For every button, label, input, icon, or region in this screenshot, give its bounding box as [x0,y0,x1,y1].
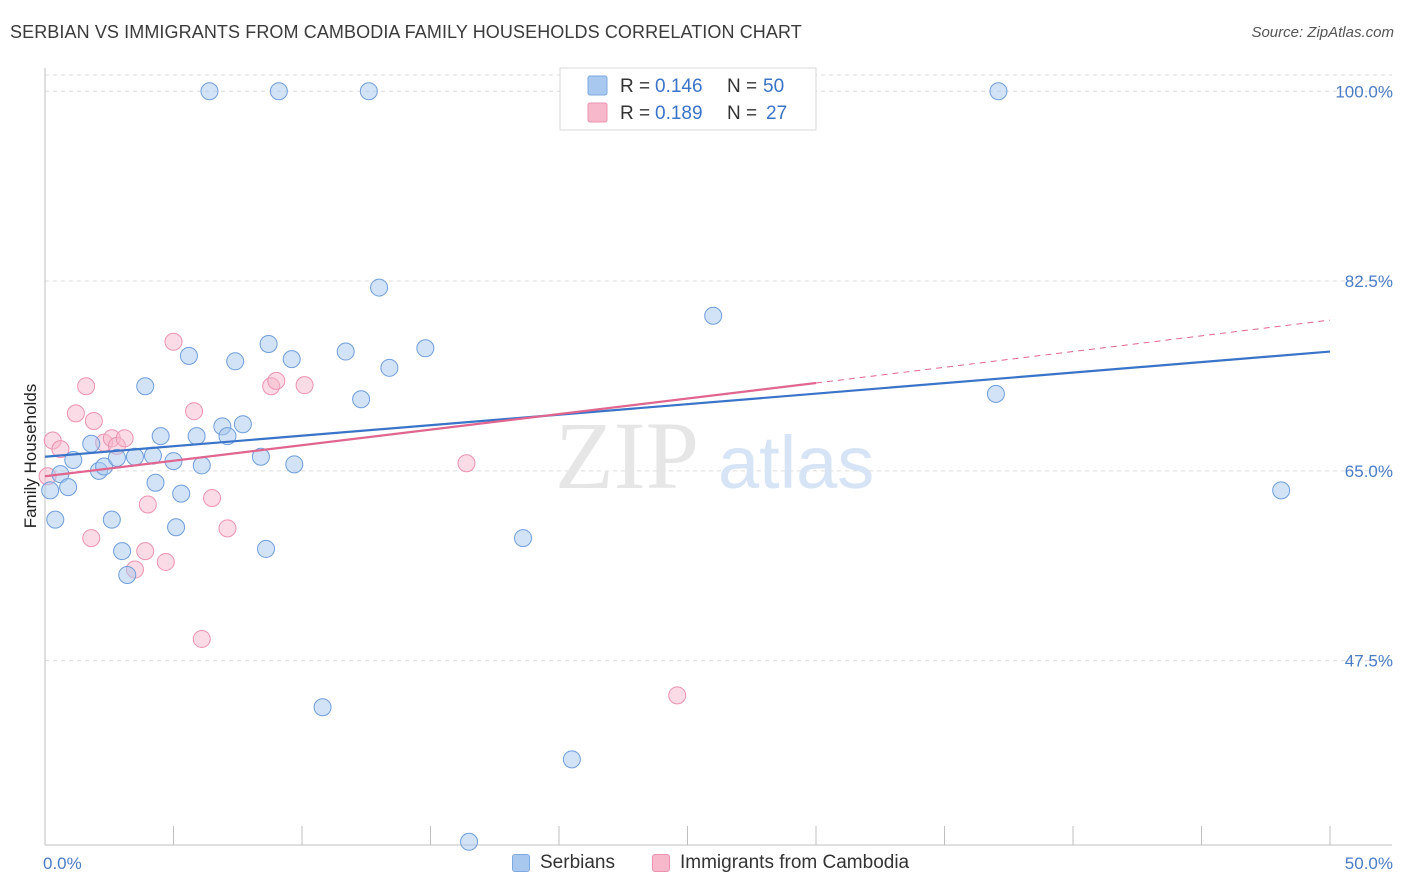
serbian-point [82,434,101,453]
serbian-point [259,334,278,353]
legend-n-value-1: 50 [763,76,784,97]
serbian-point [95,457,114,476]
chart-title: SERBIAN VS IMMIGRANTS FROM CAMBODIA FAMI… [10,22,802,42]
y-tick-labels: 47.5% 65.0% 82.5% 100.0% [1335,82,1393,670]
cambodia-point [77,377,96,396]
legend-item-cambodia: Immigrants from Cambodia [652,852,909,874]
legend-n-label-1: N = [727,76,757,97]
serbian-point [269,82,288,101]
serbian-point [226,352,245,371]
legend-label-cambodia: Immigrants from Cambodia [680,852,910,873]
legend-swatch-cambodia [587,102,608,123]
cambodia-point [138,495,157,514]
serbian-point [151,427,170,446]
cambodia-point [136,542,155,561]
cambodia-point [66,404,85,423]
cambodia-point [295,376,314,395]
watermark-zip: ZIP [555,402,699,509]
legend-label-serbians: Serbians [540,852,615,873]
y-tick-label: 82.5% [1345,272,1393,291]
cambodia-trend-extension [815,319,1331,384]
serbian-point [187,427,206,446]
gridlines [45,74,1392,662]
serbian-point [233,415,252,434]
serbian-point [336,342,355,361]
legend-item-serbians: Serbians [512,852,615,874]
cambodia-point [192,629,211,648]
serbian-point [257,539,276,558]
serbian-point [172,484,191,503]
serbians-trend-line [44,350,1331,458]
serbian-point [179,346,198,365]
cambodia-point [51,440,70,459]
serbian-point [146,473,165,492]
watermark-atlas: atlas [718,421,874,504]
serbian-point [136,377,155,396]
y-tick-label: 65.0% [1345,462,1393,481]
cambodia-point [457,454,476,473]
serbian-point [359,82,378,101]
serbian-point [989,82,1008,101]
serbian-point [380,358,399,377]
serbian-point [1272,481,1291,500]
serbian-point [118,565,137,584]
serbian-point [352,390,371,409]
x-tick-label: 0.0% [43,854,82,873]
cambodia-point [156,552,175,571]
serbian-point [313,698,332,717]
serbian-point [192,456,211,475]
serbian-point [282,350,301,369]
legend-swatch-cambodia-bottom [652,854,670,872]
serbian-point [986,384,1005,403]
cambodia-point [115,429,134,448]
y-axis-label: Family Households [21,384,40,529]
legend-r-label-2: R = [620,103,650,124]
serbian-point [102,510,121,529]
serbian-point [562,750,581,769]
cambodia-point [164,332,183,351]
legend-n-label-2: N = [727,103,757,124]
cambodia-trend-line [44,381,817,478]
serbian-point [59,478,78,497]
serbians-points [41,82,1291,851]
serbian-point [41,481,60,500]
serbian-point [107,448,126,467]
serbian-point [460,832,479,851]
legend-r-value-2: 0.189 [655,103,703,124]
serbian-point [167,518,186,537]
legend-r-label-1: R = [620,76,650,97]
serbian-point [251,447,270,466]
serbian-point [113,542,132,561]
serbian-point [46,510,65,529]
serbian-point [200,82,219,101]
cambodia-point [82,529,101,548]
cambodia-point [185,402,204,421]
y-tick-label: 100.0% [1335,82,1393,101]
legend-box: R = 0.146 N = 50 R = 0.189 N = 27 [559,67,817,131]
cambodia-point [218,519,237,538]
cambodia-point [203,488,222,507]
y-tick-label: 47.5% [1345,652,1393,671]
serbian-point [285,455,304,474]
x-tick-label: 50.0% [1345,854,1393,873]
legend-n-value-2: 27 [766,103,787,124]
serbian-point [370,278,389,297]
x-tick-labels: 0.0% 50.0% [43,854,1393,873]
legend-r-value-1: 0.146 [655,76,703,97]
serbian-point [416,339,435,358]
serbian-point [514,529,533,548]
bottom-legend: Serbians Immigrants from Cambodia [0,852,1406,878]
trend-lines [44,319,1331,478]
legend-swatch-serbians-bottom [512,854,530,872]
cambodia-point [84,411,103,430]
cambodia-point [267,371,286,390]
legend-swatch-serbians [587,75,608,96]
cambodia-point [668,686,687,705]
watermark: ZIP atlas [555,402,874,509]
source-label: Source: ZipAtlas.com [1251,24,1394,41]
serbian-point [704,306,723,325]
